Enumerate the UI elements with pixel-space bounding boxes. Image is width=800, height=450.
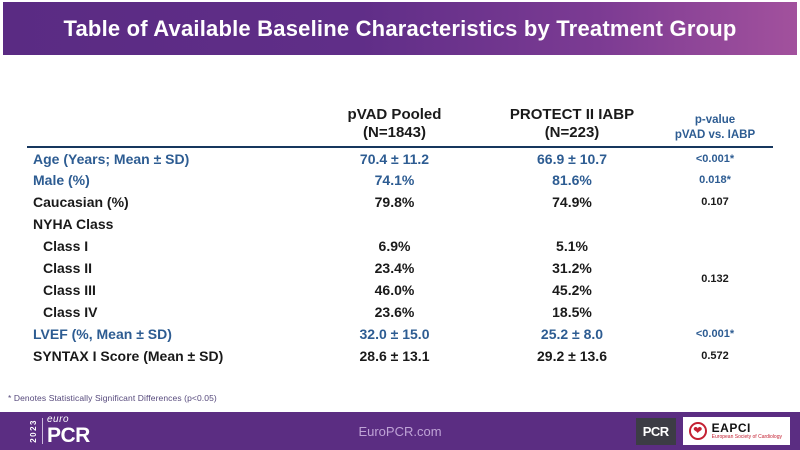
row-label-cell: Age (Years; Mean ± SD) [33,150,190,167]
table-header-row: pVAD Pooled (N=1843) PROTECT II IABP (N=… [27,95,773,148]
pvad-value-cell: 74.1% [374,172,415,188]
eapci-tagline: European Society of Cardiology [711,433,782,440]
table-row: Caucasian (%) 79.8% 74.9% 0.107 [27,191,773,213]
table-row: SYNTAX I Score (Mean ± SD) 28.6 ± 13.1 29.… [27,345,773,367]
iabp-value-cell: 25.2 ± 8.0 [540,326,604,342]
pvad-value-cell: 23.6% [374,304,415,320]
row-label-cell: NYHA Class [33,216,114,232]
pvad-value-cell: 79.8% [374,194,415,210]
pvad-value-cell [302,213,487,235]
table-row: Age (Years; Mean ± SD) 70.4 ± 11.2 66.9 ± … [27,147,773,169]
page-title: Table of Available Baseline Characterist… [63,15,737,41]
row-label-cell: SYNTAX I Score (Mean ± SD) [33,348,224,364]
pvad-value-cell: 70.4 ± 11.2 [359,150,430,167]
pvad-value-cell: 6.9% [378,238,411,254]
iabp-value-cell: 31.2% [552,260,592,276]
table-row: Male (%) 74.1% 81.6% 0.018* [27,169,773,191]
row-label-cell: Class I [43,238,89,254]
eapci-name: EAPCI [711,420,751,435]
table-body: Age (Years; Mean ± SD) 70.4 ± 11.2 66.9 ± … [27,147,773,367]
footnote: * Denotes Statistically Significant Diff… [8,393,217,403]
title-band: Table of Available Baseline Characterist… [3,2,797,55]
pvad-value-cell: 23.4% [374,260,415,276]
iabp-value-cell: 66.9 ± 10.7 [537,150,607,167]
col-header-pvad: pVAD Pooled (N=1843) [302,95,487,148]
europcr-2023-logo: 2023 euro PCR [29,414,90,447]
pvad-value-cell: 32.0 ± 15.0 [359,326,430,342]
p-value-cell [657,213,773,235]
iabp-value-cell: 18.5% [552,304,592,320]
footer-badges: PCR ❤ EAPCI European Society of Cardiolo… [635,417,790,445]
footer-website: EuroPCR.com [358,423,442,439]
iabp-value-cell: 29.2 ± 13.6 [537,348,607,364]
row-label-cell: Class IV [43,304,98,320]
table-row: LVEF (%, Mean ± SD) 32.0 ± 15.0 25.2 ± 8.0… [27,323,773,345]
logo-euro-text: euro [47,414,70,425]
pcr-logo: PCR [635,417,676,445]
p-value-cell: <0.001* [695,328,735,340]
iabp-value-cell [487,213,657,235]
col-header-pvalue: p-value pVAD vs. IABP [657,95,773,148]
table-row: Class II 23.4% 31.2% [27,257,773,279]
row-label-cell: Class II [43,260,93,276]
row-label-cell: Male (%) [33,172,90,188]
row-label-cell: LVEF (%, Mean ± SD) [33,326,172,342]
p-value-cell: <0.001* [695,152,735,165]
pvad-value-cell: 46.0% [374,282,415,298]
iabp-value-cell: 74.9% [552,194,592,210]
pvad-value-cell: 28.6 ± 13.1 [359,348,430,364]
baseline-characteristics-table: pVAD Pooled (N=1843) PROTECT II IABP (N=… [27,95,773,367]
col-header-empty [27,95,302,148]
footer-bar: 2023 euro PCR EuroPCR.com PCR ❤ EAPCI Eu… [0,412,800,450]
p-value-cell: 0.107 [701,196,729,208]
row-label-cell: Caucasian (%) [33,194,129,210]
iabp-value-cell: 81.6% [552,172,592,188]
eapci-logo: ❤ EAPCI European Society of Cardiology [682,417,790,445]
table-row: NYHA Class [27,213,773,235]
iabp-value-cell: 45.2% [552,282,592,298]
iabp-value-cell: 5.1% [556,238,588,254]
table-row: Class IV 23.6% 18.5% [27,301,773,323]
p-value-cell: 0.132 [701,273,729,285]
table-row: Class I 6.9% 5.1% 0.132 [27,235,773,285]
heart-icon: ❤ [688,422,707,440]
col-header-iabp: PROTECT II IABP (N=223) [487,95,657,148]
logo-divider [42,417,43,444]
logo-pcr-text: PCR [47,424,90,447]
p-value-cell: 0.572 [701,350,729,362]
p-value-cell: 0.018* [699,174,731,186]
row-label-cell: Class III [43,282,96,298]
table-row: Class III 46.0% 45.2% [27,279,773,301]
